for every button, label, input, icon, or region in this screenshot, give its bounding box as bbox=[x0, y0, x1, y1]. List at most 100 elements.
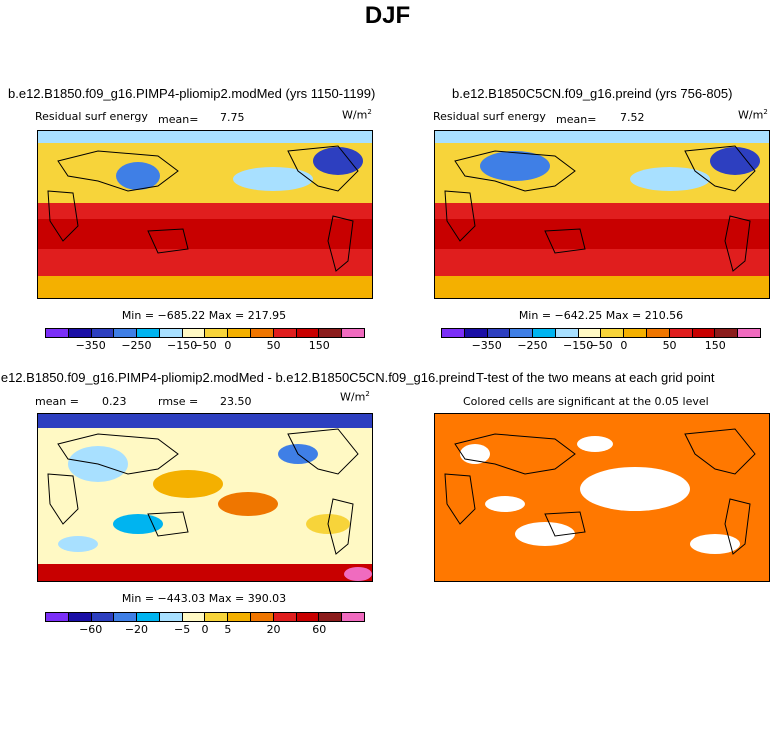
panel1-southern-band bbox=[38, 276, 372, 298]
panel3-blob-3 bbox=[218, 492, 278, 516]
panel2-colorbar bbox=[441, 328, 761, 338]
panel3-blob-8 bbox=[344, 567, 372, 581]
colorbar-swatch-8 bbox=[228, 329, 252, 337]
panel2-colorbar-wrap bbox=[441, 328, 761, 338]
colorbar-swatch-7 bbox=[601, 329, 625, 337]
panel3-southern-band bbox=[38, 564, 372, 581]
panel2-coast-australia bbox=[544, 228, 586, 254]
panel2-arctic-band bbox=[435, 131, 769, 143]
colorbar-swatch-0 bbox=[46, 329, 69, 337]
panel3-mean-label: mean = bbox=[35, 395, 79, 408]
panel1-coast-namerica bbox=[287, 145, 359, 192]
panel4-map bbox=[434, 413, 770, 582]
colorbar-swatch-5 bbox=[555, 329, 579, 337]
colorbar-tick-label: 5 bbox=[224, 623, 232, 636]
panel4-map-svg bbox=[435, 414, 769, 581]
panel3-coast-africa bbox=[47, 473, 79, 525]
colorbar-tick-label: −50 bbox=[589, 339, 613, 352]
panel1-coast-africa bbox=[47, 190, 79, 242]
panel1-map bbox=[37, 130, 373, 299]
colorbar-swatch-9 bbox=[251, 329, 274, 337]
colorbar-swatch-1 bbox=[68, 613, 92, 621]
colorbar-swatch-1 bbox=[464, 329, 488, 337]
colorbar-swatch-0 bbox=[46, 613, 69, 621]
panel4-coast-australia bbox=[544, 511, 586, 537]
panel2-npacific-cold bbox=[630, 167, 710, 191]
colorbar-tick-label: 0 bbox=[224, 339, 232, 352]
colorbar-tick-label: −5 bbox=[174, 623, 191, 636]
panel3-coast-samerica bbox=[327, 498, 354, 555]
colorbar-swatch-11 bbox=[296, 613, 320, 621]
colorbar-swatch-5 bbox=[159, 329, 183, 337]
colorbar-swatch-11 bbox=[692, 329, 716, 337]
colorbar-swatch-0 bbox=[442, 329, 465, 337]
panel1-colorbar bbox=[45, 328, 365, 338]
panel1-map-svg bbox=[38, 131, 372, 298]
colorbar-tick-label: 0 bbox=[620, 339, 628, 352]
panel2-coast-samerica bbox=[724, 215, 751, 272]
colorbar-swatch-9 bbox=[251, 613, 274, 621]
panel2-mean-label: mean= bbox=[556, 113, 597, 126]
panel4-title: T-test of the two means at each grid poi… bbox=[476, 370, 715, 385]
colorbar-tick-label: 60 bbox=[312, 623, 327, 636]
colorbar-swatch-2 bbox=[91, 329, 115, 337]
colorbar-swatch-10 bbox=[273, 329, 297, 337]
colorbar-swatch-13 bbox=[738, 329, 760, 337]
colorbar-swatch-5 bbox=[159, 613, 183, 621]
colorbar-swatch-10 bbox=[669, 329, 693, 337]
colorbar-tick-label: 150 bbox=[308, 339, 330, 352]
colorbar-swatch-2 bbox=[487, 329, 511, 337]
panel4-insig-4 bbox=[690, 534, 740, 554]
panel1-arctic-band bbox=[38, 131, 372, 143]
panel3-map bbox=[37, 413, 373, 582]
panel2-map-svg bbox=[435, 131, 769, 298]
colorbar-swatch-11 bbox=[296, 329, 320, 337]
colorbar-swatch-4 bbox=[137, 613, 160, 621]
colorbar-tick-label: −150 bbox=[167, 339, 198, 352]
colorbar-swatch-7 bbox=[205, 613, 229, 621]
panel2-coast-eurasia bbox=[454, 150, 576, 192]
panel2-southern-band bbox=[435, 276, 769, 298]
panel3-coast-australia bbox=[147, 511, 189, 537]
colorbar-swatch-6 bbox=[578, 329, 602, 337]
panel3-units: W/m2 bbox=[340, 390, 370, 404]
colorbar-swatch-9 bbox=[647, 329, 670, 337]
panel2-coast-namerica bbox=[684, 145, 756, 192]
panel4-insig-5 bbox=[577, 436, 613, 452]
panel3-rmse-value: 23.50 bbox=[220, 395, 252, 408]
colorbar-tick-label: −50 bbox=[193, 339, 217, 352]
colorbar-swatch-3 bbox=[510, 329, 534, 337]
panel2-field-label: Residual surf energy bbox=[433, 110, 546, 123]
colorbar-tick-label: −60 bbox=[79, 623, 103, 636]
colorbar-tick-label: 150 bbox=[704, 339, 726, 352]
panel3-arctic-band bbox=[38, 414, 372, 428]
panel4-coast-eurasia bbox=[454, 433, 576, 475]
panel3-colorbar-wrap bbox=[45, 612, 365, 622]
colorbar-swatch-4 bbox=[137, 329, 160, 337]
colorbar-tick-label: −250 bbox=[517, 339, 548, 352]
colorbar-swatch-12 bbox=[715, 329, 739, 337]
panel2-deep-band bbox=[435, 219, 769, 249]
colorbar-swatch-10 bbox=[273, 613, 297, 621]
colorbar-swatch-12 bbox=[319, 329, 343, 337]
panel4-coast-namerica bbox=[684, 428, 756, 475]
panel4-coast-samerica bbox=[724, 498, 751, 555]
colorbar-tick-label: 20 bbox=[266, 623, 281, 636]
panel4-coast-africa bbox=[444, 473, 476, 525]
colorbar-tick-label: −150 bbox=[563, 339, 594, 352]
colorbar-swatch-3 bbox=[114, 613, 138, 621]
panel3-coast-eurasia bbox=[57, 433, 179, 475]
panel2-kuroshio bbox=[480, 151, 550, 181]
panel1-mean-label: mean= bbox=[158, 113, 199, 126]
panel1-kuroshio bbox=[116, 162, 160, 190]
panel3-mean-value: 0.23 bbox=[102, 395, 127, 408]
panel4-insig-6 bbox=[485, 496, 525, 512]
colorbar-swatch-6 bbox=[182, 329, 206, 337]
colorbar-tick-label: 0 bbox=[201, 623, 209, 636]
colorbar-tick-label: −350 bbox=[471, 339, 502, 352]
panel1-npacific-cold bbox=[233, 167, 313, 191]
panel1-coast-australia bbox=[147, 228, 189, 254]
colorbar-tick-label: 50 bbox=[662, 339, 677, 352]
panel3-title: b.e12.B1850.f09_g16.PIMP4-pliomip2.modMe… bbox=[0, 370, 475, 385]
panel2-units: W/m2 bbox=[738, 108, 768, 122]
